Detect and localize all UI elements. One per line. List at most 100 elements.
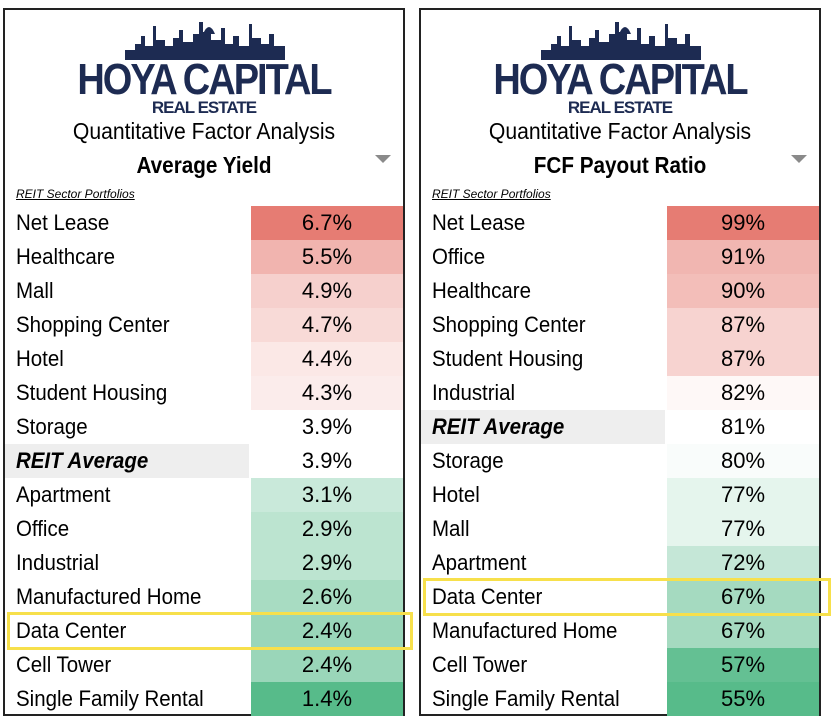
value-cell: 3.1% <box>251 478 403 512</box>
sector-label: Single Family Rental <box>432 686 620 711</box>
value-cell: 4.9% <box>251 274 403 308</box>
value-cell: 72% <box>667 546 819 580</box>
metric-selector-label[interactable]: Average Yield <box>136 152 272 178</box>
table-row: Student Housing 87% <box>421 342 819 376</box>
table-row: Hotel 77% <box>421 478 819 512</box>
sector-label: Hotel <box>432 482 480 507</box>
value-cell: 4.4% <box>251 342 403 376</box>
table-row: Cell Tower 2.4% <box>5 648 403 682</box>
panel-subtitle: Quantitative Factor Analysis <box>488 118 752 144</box>
sector-label: Student Housing <box>432 346 584 371</box>
skyline-icon <box>541 22 701 60</box>
value-cell: 87% <box>667 308 819 342</box>
value-cell: 2.6% <box>251 580 403 614</box>
sector-label: Single Family Rental <box>16 686 204 711</box>
sector-label: Manufactured Home <box>16 584 202 609</box>
table-caption: REIT Sector Portfolios <box>432 187 551 201</box>
sector-label: Cell Tower <box>432 652 528 677</box>
table-row: Healthcare 90% <box>421 274 819 308</box>
value-cell: 77% <box>667 478 819 512</box>
value-cell: 6.7% <box>251 206 403 240</box>
sector-label: REIT Average <box>432 414 565 439</box>
value-cell: 4.7% <box>251 308 403 342</box>
sector-label: REIT Average <box>16 448 149 473</box>
value-cell: 55% <box>667 682 819 716</box>
value-cell: 3.9% <box>251 444 403 478</box>
table-row: Healthcare 5.5% <box>5 240 403 274</box>
sector-label: Net Lease <box>432 210 526 235</box>
metric-selector-label[interactable]: FCF Payout Ratio <box>533 152 707 178</box>
table-row: Single Family Rental 55% <box>421 682 819 716</box>
sector-label: Apartment <box>432 550 527 575</box>
table-row: Hotel 4.4% <box>5 342 403 376</box>
value-cell: 2.4% <box>251 648 403 682</box>
value-cell: 3.9% <box>251 410 403 444</box>
table-row: Apartment 72% <box>421 546 819 580</box>
table-row: Office 91% <box>421 240 819 274</box>
sector-label: Mall <box>432 516 470 541</box>
reit-average-row: REIT Average 3.9% <box>5 444 403 478</box>
value-cell: 67% <box>667 614 819 648</box>
table-row: Data Center 2.4% <box>5 614 403 648</box>
brand-name: HOYA CAPITAL <box>493 56 748 105</box>
table-row: Cell Tower 57% <box>421 648 819 682</box>
value-cell: 82% <box>667 376 819 410</box>
sector-label: Shopping Center <box>432 312 586 337</box>
table-row: Net Lease 99% <box>421 206 819 240</box>
average-yield-panel: HOYA CAPITAL REAL ESTATE Quantitative Fa… <box>3 8 413 716</box>
sector-label: Cell Tower <box>16 652 112 677</box>
hoya-capital-logo: HOYA CAPITAL REAL ESTATE <box>421 10 819 128</box>
average-label-background <box>5 444 249 478</box>
sector-table: Net Lease 6.7% Healthcare 5.5% Mall 4.9% Shopp… <box>5 206 403 716</box>
table-row: Storage 3.9% <box>5 410 403 444</box>
table-row: Data Center 67% <box>421 580 819 614</box>
sector-label: Hotel <box>16 346 64 371</box>
value-cell: 67% <box>667 580 819 614</box>
sector-label: Healthcare <box>432 278 531 303</box>
chevron-down-icon[interactable] <box>375 155 391 163</box>
sector-label: Industrial <box>16 550 100 575</box>
value-cell: 81% <box>667 410 819 444</box>
value-cell: 1.4% <box>251 682 403 716</box>
value-cell: 90% <box>667 274 819 308</box>
brand-subname: REAL ESTATE <box>567 98 673 117</box>
sector-label: Industrial <box>432 380 516 405</box>
sector-table: Net Lease 99% Office 91% Healthcare 90% Shoppi… <box>421 206 819 716</box>
chevron-down-icon[interactable] <box>791 155 807 163</box>
table-row: Single Family Rental 1.4% <box>5 682 403 716</box>
table-row: Mall 4.9% <box>5 274 403 308</box>
brand-subname: REAL ESTATE <box>151 98 257 117</box>
sector-label: Apartment <box>16 482 111 507</box>
reit-average-row: REIT Average 81% <box>421 410 819 444</box>
fcf-payout-panel: HOYA CAPITAL REAL ESTATE Quantitative Fa… <box>419 8 831 716</box>
table-row: Manufactured Home 2.6% <box>5 580 403 614</box>
table-row: Industrial 2.9% <box>5 546 403 580</box>
table-row: Industrial 82% <box>421 376 819 410</box>
sector-label: Storage <box>16 414 88 439</box>
sector-label: Student Housing <box>16 380 168 405</box>
value-cell: 2.9% <box>251 512 403 546</box>
table-row: Office 2.9% <box>5 512 403 546</box>
value-cell: 87% <box>667 342 819 376</box>
sector-label: Office <box>16 516 70 541</box>
average-label-background <box>421 410 665 444</box>
value-cell: 2.9% <box>251 546 403 580</box>
sector-label: Mall <box>16 278 54 303</box>
value-cell: 99% <box>667 206 819 240</box>
sector-label: Net Lease <box>16 210 110 235</box>
sector-label: Office <box>432 244 486 269</box>
sector-label: Manufactured Home <box>432 618 618 643</box>
value-cell: 77% <box>667 512 819 546</box>
table-row: Apartment 3.1% <box>5 478 403 512</box>
table-row: Shopping Center 87% <box>421 308 819 342</box>
table-row: Net Lease 6.7% <box>5 206 403 240</box>
value-cell: 57% <box>667 648 819 682</box>
value-cell: 2.4% <box>251 614 403 648</box>
table-row: Student Housing 4.3% <box>5 376 403 410</box>
value-cell: 80% <box>667 444 819 478</box>
table-row: Mall 77% <box>421 512 819 546</box>
skyline-icon <box>125 22 285 60</box>
table-row: Storage 80% <box>421 444 819 478</box>
table-row: Shopping Center 4.7% <box>5 308 403 342</box>
table-row: Manufactured Home 67% <box>421 614 819 648</box>
